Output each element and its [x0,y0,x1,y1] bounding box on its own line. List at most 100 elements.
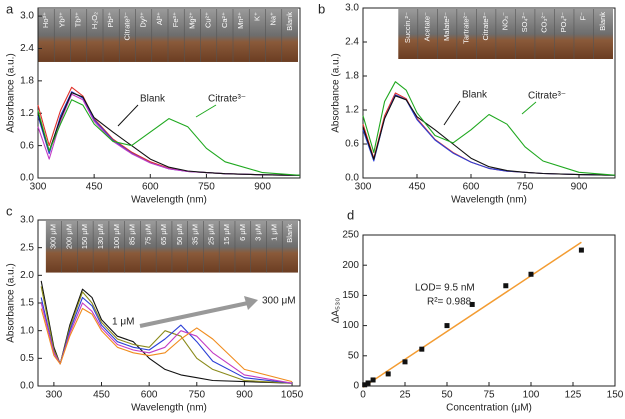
vial-label: 200 μM [64,224,73,249]
spectrum-line [362,94,616,176]
vial-label: 65 μM [159,224,168,245]
vial-label: Pb²⁺ [106,12,115,28]
vial-label: Ca²⁺ [220,12,229,28]
y-tick-label: 200 [342,260,359,271]
vial-label: SO₄²⁻ [520,12,529,32]
y-tick-label: 3.0 [20,215,34,226]
vial-label: 25 μM [206,224,215,245]
vial-label: Acetate⁻ [423,12,432,41]
x-tick-label: 750 [188,390,205,401]
plot-frame [37,7,301,179]
annotation: Blank [140,94,166,105]
spectrum-line [362,81,616,176]
x-axis-label: Concentration (μM) [446,403,532,414]
vial-label: 3 μM [254,224,263,241]
vial-label: Dy³⁺ [139,12,148,28]
spectrum-line [37,99,301,176]
x-tick-label: 50 [441,390,453,401]
spectrum-line [37,86,301,176]
x-tick-label: 25 [399,390,411,401]
spectrum-line [362,92,616,176]
vial-label: CO₃²⁻ [540,12,549,33]
y-tick-label: 100 [342,320,359,331]
spectrum-line [37,93,301,176]
x-tick-label: 300 [30,182,47,193]
vial-label: Citrate³⁻ [122,12,131,41]
vial-label: NO₃⁻ [501,12,510,30]
x-tick-label: 600 [463,182,480,193]
y-tick-label: 0.0 [20,381,34,392]
panel-tag: b [318,1,325,16]
x-axis-label: Wavelength (nm) [451,195,527,206]
x-tick-label: 100 [523,390,540,401]
x-tick-label: 450 [86,182,103,193]
spectrum-line [40,280,293,384]
x-tick-label: 900 [254,182,271,193]
x-tick-label: 150 [607,390,624,401]
y-tick-label: 150 [342,290,359,301]
panel-tag: c [6,203,13,218]
annotation: Blank [462,90,488,101]
spectrum-line [37,92,301,176]
y-tick-label: 3.0 [20,11,34,22]
spectrum-line [40,302,293,384]
vial-label: Tartrate²⁻ [462,12,471,44]
spectrum-line [37,91,301,176]
vial-label: Blank [285,224,294,243]
data-point [578,247,584,253]
plot-area [362,241,584,388]
y-tick-label: 3.0 [345,3,359,14]
y-axis-label: Absorbance (a.u.) [6,53,17,133]
data-point [385,371,391,377]
vial-label: Succin.²⁻ [403,12,412,43]
plot-area [362,81,616,176]
data-point [469,301,475,307]
leader-line [521,101,537,115]
y-tick-label: 0 [353,381,359,392]
y-tick-label: 2.4 [345,37,359,48]
vial-label: Blank [598,12,607,31]
trend-arrowhead [244,296,258,310]
annotation: Citrate³⁻ [208,94,246,105]
data-point [444,323,450,329]
annotation: LOD= 9.5 nM [415,283,475,294]
vial-label: 35 μM [191,224,200,245]
vial-label: Yb³⁺ [57,12,66,28]
plot-area [37,86,301,176]
plot-frame [362,7,616,179]
y-axis-label: ΔA₅₃₀ [331,298,342,324]
x-tick-label: 900 [571,182,588,193]
annotation: 300 μM [262,296,296,307]
y-tick-label: 0.5 [20,353,34,364]
vial-label: Tb³⁺ [74,12,83,27]
spectrum-line [40,307,293,383]
data-point [503,283,509,289]
x-tick-label: 300 [355,182,372,193]
vial-label: 100 μM [112,224,121,249]
y-tick-label: 1.2 [345,105,359,116]
data-point [362,382,368,388]
x-tick-label: 600 [141,390,158,401]
annotation: R²= 0.988 [427,297,472,308]
vial-label: Al³⁺ [155,12,164,25]
y-tick-label: 2.0 [20,270,34,281]
vial-label: PO₄³⁻ [559,12,568,32]
y-tick-label: 2.5 [20,242,34,253]
vial-label: 1 μM [269,224,278,241]
vial-label: F⁻ [579,12,588,21]
x-tick-label: 125 [565,390,582,401]
vial-label: 15 μM [222,224,231,245]
vial-label: Mg²⁺ [187,12,196,29]
panel-tag: d [347,207,354,222]
x-tick-label: 750 [198,182,215,193]
leader-line [117,104,139,127]
vial-label: 150 μM [80,224,89,249]
annotation: 1 μM [112,317,134,328]
spectrum-line [362,95,616,176]
y-tick-label: 1.8 [345,71,359,82]
vial-label: 300 μM [49,224,58,249]
y-axis-label: Absorbance (a.u.) [331,53,342,133]
vial-label: 130 μM [96,224,105,249]
y-tick-label: 0.6 [20,140,34,151]
